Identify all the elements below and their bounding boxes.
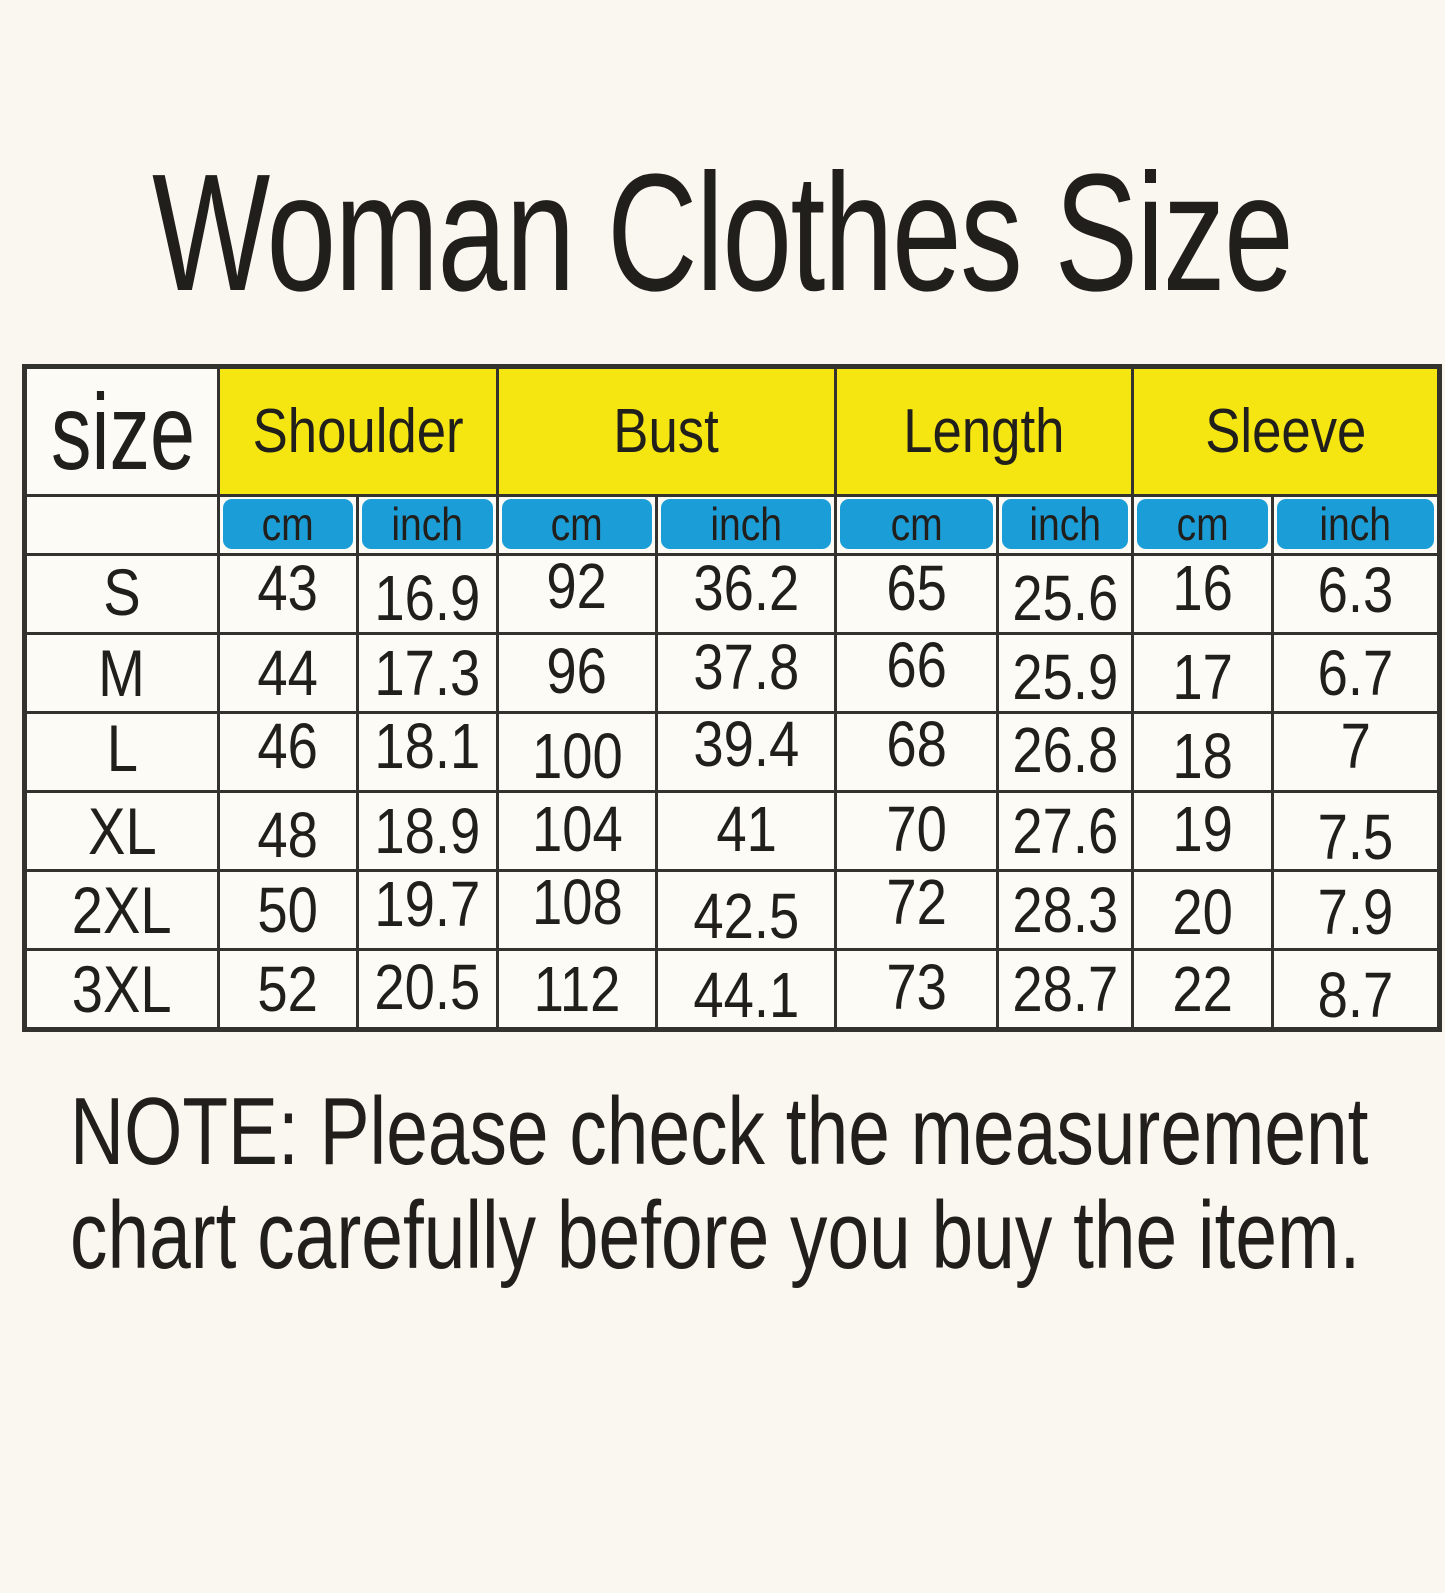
value-cell-length-cm: 66 [833, 632, 1000, 714]
value-cell-bust-inch: 42.5 [655, 869, 837, 951]
value-cell-length-inch: 27.6 [996, 790, 1134, 872]
value-cell-bust-cm: 104 [495, 790, 659, 872]
size-corner-header: size [23, 365, 220, 497]
value-cell-bust-cm: 112 [495, 948, 659, 1031]
unit-chip: cm [501, 499, 653, 550]
value-cell-sleeve-cm: 19 [1130, 790, 1274, 872]
unit-chip: cm [839, 499, 994, 550]
group-header-length: Length [833, 365, 1134, 497]
blank-corner-cell [23, 494, 220, 556]
value-cell-sleeve-inch: 6.3 [1270, 553, 1442, 635]
value-cell-sleeve-cm: 17 [1130, 632, 1274, 714]
unit-header-bust-inch: inch [655, 494, 837, 556]
note-line-2: chart carefully before you buy the item. [70, 1182, 1361, 1289]
value-cell-bust-inch: 37.8 [655, 632, 837, 714]
unit-header-shoulder-inch: inch [355, 494, 499, 556]
group-header-row: size Shoulder Bust Length Sleeve [23, 365, 1442, 497]
size-table-body: S 43 16.9 92 36.2 65 25.6 16 6.3 M 44 17.3 96 37.8 66 2… [23, 553, 1442, 1031]
page-title: Woman Clothes Size [0, 140, 1445, 326]
value-cell-sleeve-inch: 7 [1270, 711, 1442, 793]
table-row: S 43 16.9 92 36.2 65 25.6 16 6.3 [23, 553, 1442, 635]
unit-header-length-inch: inch [996, 494, 1134, 556]
value-cell-length-inch: 28.3 [996, 869, 1134, 951]
value-cell-sleeve-inch: 6.7 [1270, 632, 1442, 714]
value-cell-shoulder-cm: 44 [216, 632, 359, 714]
value-cell-sleeve-inch: 7.5 [1270, 790, 1442, 872]
value-cell-shoulder-inch: 18.1 [355, 711, 499, 793]
value-cell-sleeve-cm: 20 [1130, 869, 1274, 951]
row-size-label: 2XL [23, 869, 220, 951]
unit-chip: inch [1002, 499, 1128, 550]
value-cell-length-inch: 25.6 [996, 553, 1134, 635]
row-size-label: M [23, 632, 220, 714]
page-title-text: Woman Clothes Size [152, 139, 1294, 326]
value-cell-length-inch: 28.7 [996, 948, 1134, 1031]
value-cell-bust-inch: 44.1 [655, 948, 837, 1031]
unit-header-length-cm: cm [833, 494, 1000, 556]
value-cell-sleeve-inch: 7.9 [1270, 869, 1442, 951]
unit-header-sleeve-cm: cm [1130, 494, 1274, 556]
value-cell-length-cm: 70 [833, 790, 1000, 872]
value-cell-length-cm: 72 [833, 869, 1000, 951]
table-row: L 46 18.1 100 39.4 68 26.8 18 7 [23, 711, 1442, 793]
group-header-shoulder: Shoulder [216, 365, 499, 497]
value-cell-bust-inch: 39.4 [655, 711, 837, 793]
value-cell-length-cm: 73 [833, 948, 1000, 1031]
value-cell-shoulder-cm: 46 [216, 711, 359, 793]
table-row: 2XL 50 19.7 108 42.5 72 28.3 20 7.9 [23, 869, 1442, 951]
value-cell-sleeve-cm: 22 [1130, 948, 1274, 1031]
size-corner-label: size [51, 371, 196, 492]
value-cell-shoulder-inch: 16.9 [355, 553, 499, 635]
group-header-sleeve: Sleeve [1130, 365, 1442, 497]
row-size-label: 3XL [23, 948, 220, 1031]
note-line-1: NOTE: Please check the measurement [70, 1078, 1369, 1185]
value-cell-length-cm: 68 [833, 711, 1000, 793]
row-size-label: XL [23, 790, 220, 872]
value-cell-sleeve-inch: 8.7 [1270, 948, 1442, 1031]
value-cell-length-inch: 26.8 [996, 711, 1134, 793]
table-row: XL 48 18.9 104 41 70 27.6 19 7.5 [23, 790, 1442, 872]
value-cell-shoulder-inch: 20.5 [355, 948, 499, 1031]
unit-chip: inch [361, 499, 493, 550]
row-size-label: L [23, 711, 220, 793]
table-row: M 44 17.3 96 37.8 66 25.9 17 6.7 [23, 632, 1442, 714]
value-cell-shoulder-inch: 18.9 [355, 790, 499, 872]
value-cell-shoulder-cm: 50 [216, 869, 359, 951]
value-cell-sleeve-cm: 16 [1130, 553, 1274, 635]
value-cell-length-inch: 25.9 [996, 632, 1134, 714]
unit-header-shoulder-cm: cm [216, 494, 359, 556]
note-text: NOTE: Please check the measurement chart… [70, 1080, 1445, 1288]
value-cell-bust-cm: 100 [495, 711, 659, 793]
unit-header-sleeve-inch: inch [1270, 494, 1442, 556]
size-chart-table: size Shoulder Bust Length Sleeve cm inch [22, 364, 1442, 1032]
unit-chip: inch [661, 499, 831, 550]
value-cell-shoulder-cm: 48 [216, 790, 359, 872]
value-cell-shoulder-inch: 19.7 [355, 869, 499, 951]
unit-chip: cm [222, 499, 353, 550]
row-size-label: S [23, 553, 220, 635]
value-cell-length-cm: 65 [833, 553, 1000, 635]
value-cell-sleeve-cm: 18 [1130, 711, 1274, 793]
table-row: 3XL 52 20.5 112 44.1 73 28.7 22 8.7 [23, 948, 1442, 1031]
unit-header-row: cm inch cm inch cm inch cm inch [23, 494, 1442, 556]
value-cell-bust-cm: 96 [495, 632, 659, 714]
value-cell-bust-cm: 92 [495, 553, 659, 635]
unit-chip: inch [1276, 499, 1434, 550]
value-cell-bust-inch: 41 [655, 790, 837, 872]
value-cell-bust-cm: 108 [495, 869, 659, 951]
value-cell-bust-inch: 36.2 [655, 553, 837, 635]
value-cell-shoulder-cm: 52 [216, 948, 359, 1031]
unit-chip: cm [1136, 499, 1268, 550]
value-cell-shoulder-cm: 43 [216, 553, 359, 635]
unit-header-bust-cm: cm [495, 494, 659, 556]
value-cell-shoulder-inch: 17.3 [355, 632, 499, 714]
group-header-bust: Bust [495, 365, 837, 497]
